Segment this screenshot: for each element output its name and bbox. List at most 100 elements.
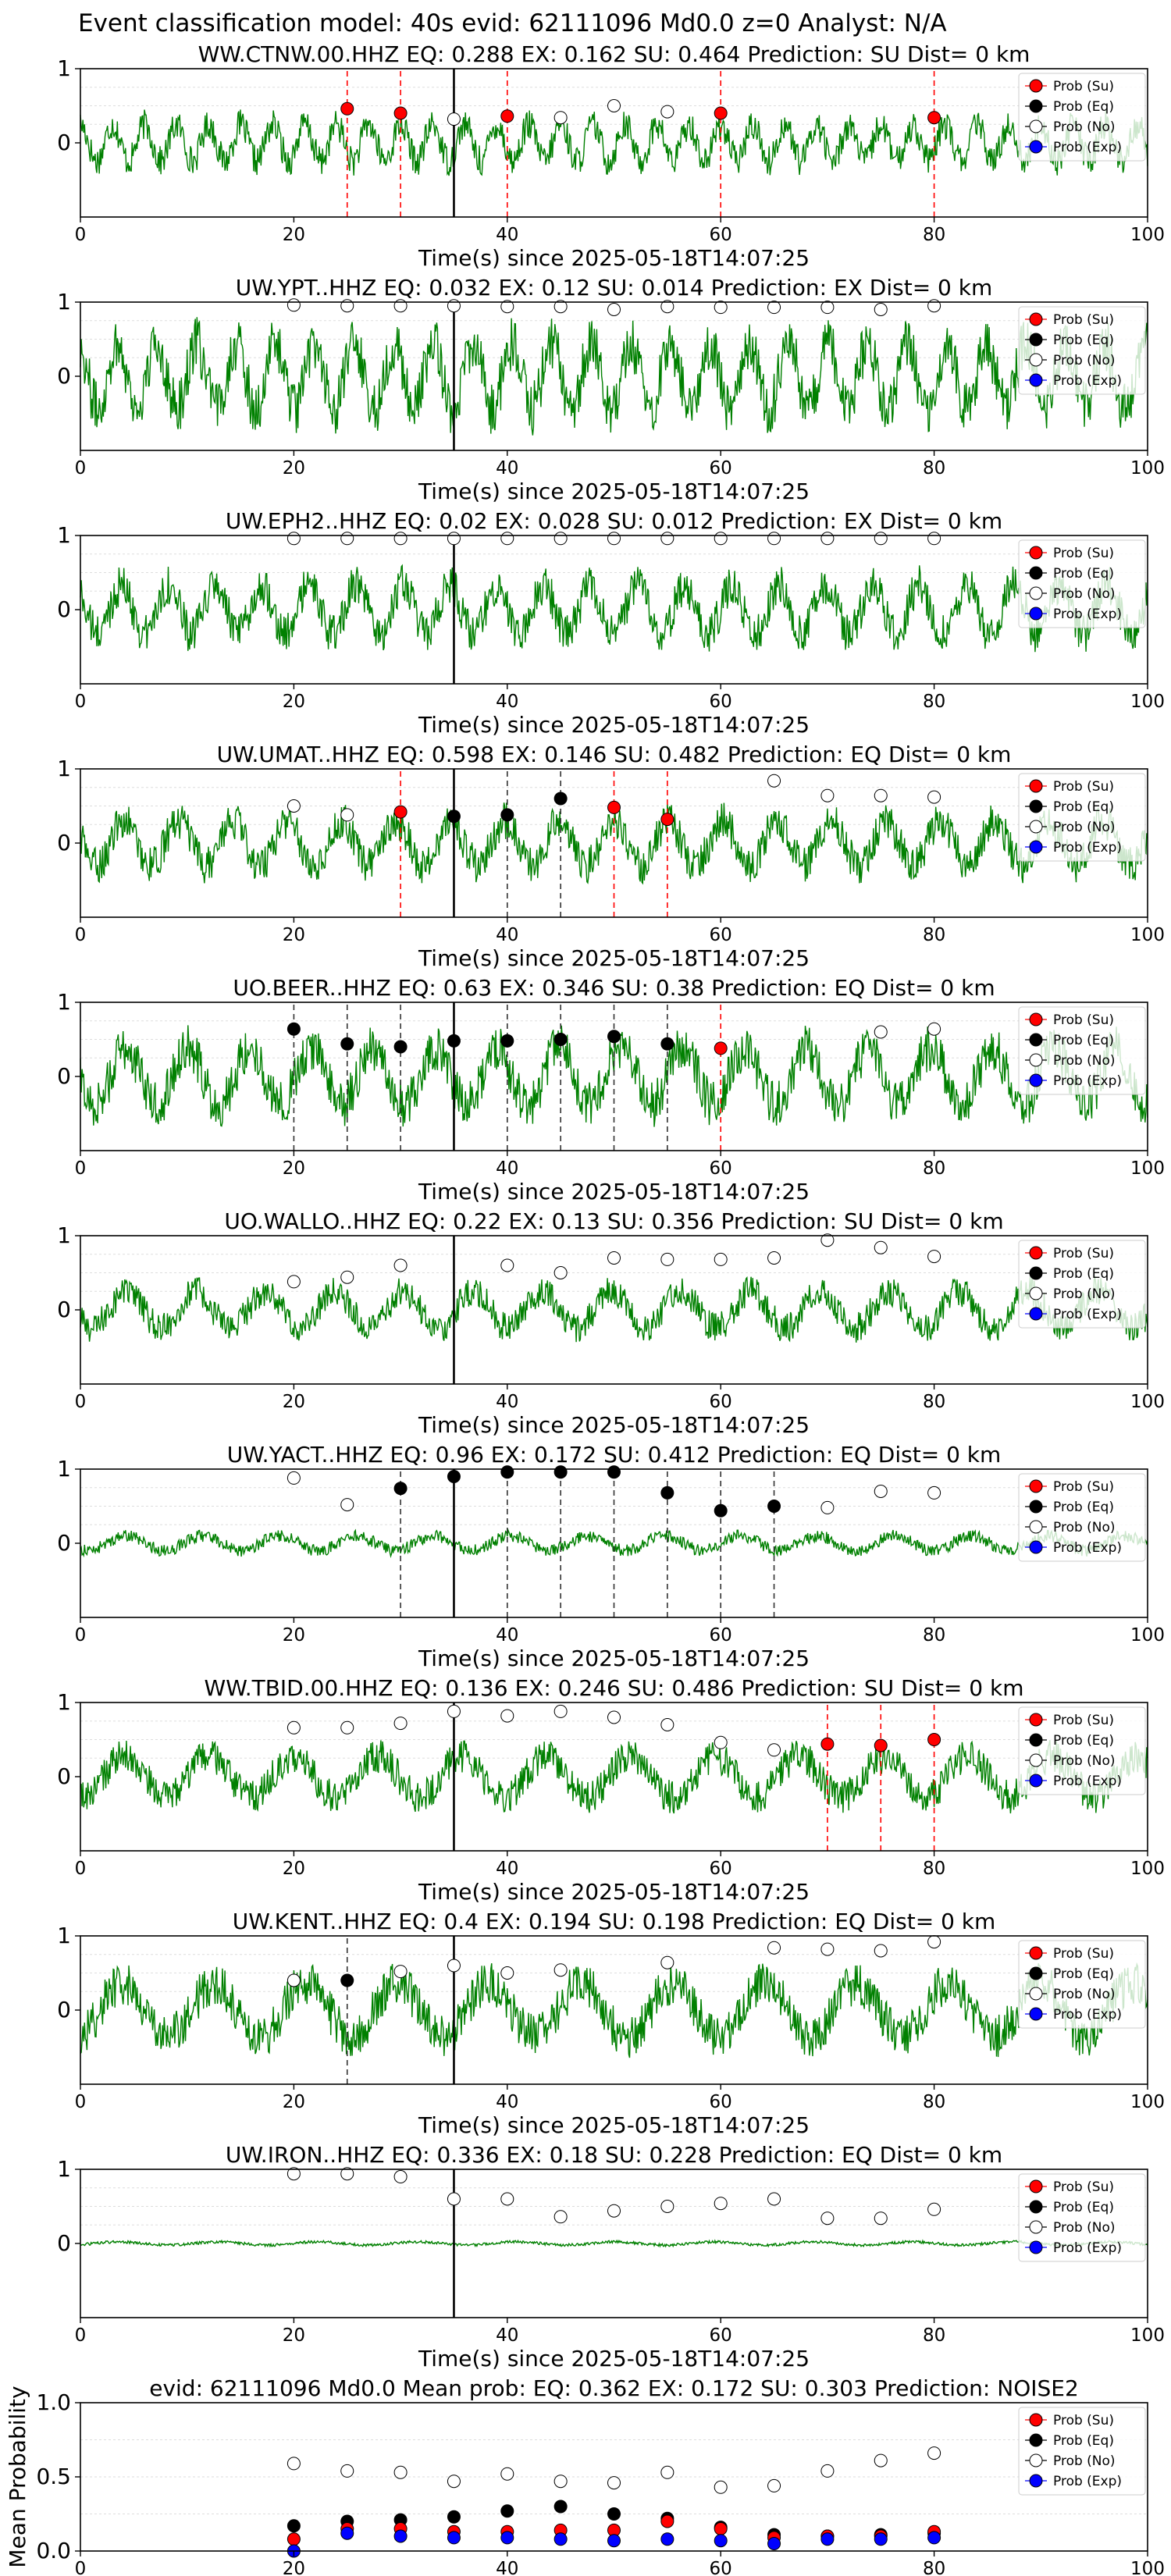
- panel-3-point-7: [660, 532, 674, 546]
- panel-3-legend-box: [1018, 539, 1146, 628]
- panel-6-ytick-label-1: 0: [57, 1297, 71, 1322]
- panel-5-legend-label-su: Prob (Su): [1053, 1012, 1114, 1028]
- panel-10-point-12: [927, 2202, 941, 2216]
- panel-9-xtick-label-5: 100: [1130, 2092, 1165, 2112]
- panel-4-point-5: [553, 792, 568, 806]
- panel-2-legend-marker-eq: [1029, 333, 1043, 347]
- panel-2-xtick-label-0: 0: [75, 458, 87, 479]
- panel-10-legend-marker-exp: [1029, 2240, 1043, 2254]
- panel-5-point-3: [447, 1034, 461, 1048]
- panel-1-xtick-label-1: 20: [283, 225, 305, 245]
- panel-1-point-8: [927, 111, 941, 125]
- panel-10-legend-label-su: Prob (Su): [1053, 2179, 1114, 2195]
- panel-5-point-5: [553, 1033, 568, 1046]
- panel-11-point-no-3: [447, 2475, 461, 2489]
- panel-11-xtick-label-4: 80: [923, 2559, 945, 2576]
- panel-3-xtick-label-5: 100: [1130, 692, 1165, 712]
- panel-2-xlabel: Time(s) since 2025-05-18T14:07:25: [418, 479, 810, 504]
- panel-9-point-1: [340, 1973, 354, 1987]
- panel-1-legend-label-no: Prob (No): [1053, 119, 1116, 135]
- panel-5-legend-marker-no: [1029, 1053, 1043, 1067]
- panel-8-legend-label-su: Prob (Su): [1053, 1713, 1114, 1728]
- panel-1-legend-marker-su: [1029, 79, 1043, 93]
- panel-1-legend-marker-eq: [1029, 99, 1043, 113]
- panel-2-xtick-label-2: 40: [496, 458, 518, 479]
- panel-9-legend-label-eq: Prob (Eq): [1053, 1966, 1114, 1982]
- panel-6-xtick-label-1: 20: [283, 1392, 305, 1412]
- panel-4-xlabel: Time(s) since 2025-05-18T14:07:25: [418, 945, 810, 971]
- panel-5-legend-label-no: Prob (No): [1053, 1053, 1116, 1069]
- panel-4-legend-marker-no: [1029, 820, 1043, 834]
- panel-2-ytick-label-1: 0: [57, 363, 71, 389]
- panel-10-legend-label-no: Prob (No): [1053, 2220, 1116, 2236]
- panel-2-point-0: [287, 298, 301, 312]
- panel-7-xtick-label-2: 40: [496, 1625, 518, 1646]
- panel-8-legend-marker-su: [1029, 1713, 1043, 1727]
- panel-3-point-5: [553, 532, 568, 546]
- panel-10-legend-marker-no: [1029, 2220, 1043, 2234]
- panel-5-legend-label-exp: Prob (Exp): [1053, 1073, 1122, 1089]
- panel-7-point-10: [820, 1500, 835, 1514]
- panel-2-legend-label-no: Prob (No): [1053, 353, 1116, 368]
- panel-6-title: UO.WALLO..HHZ EQ: 0.22 EX: 0.13 SU: 0.35…: [224, 1208, 1003, 1234]
- panel-11-legend-marker-su: [1029, 2413, 1043, 2427]
- panel-11-point-no-11: [874, 2453, 888, 2467]
- panel-11-point-exp-1: [340, 2526, 354, 2540]
- panel-6-point-2: [393, 1258, 408, 1272]
- panel-11-point-no-8: [714, 2480, 728, 2494]
- panel-1-xtick-label-5: 100: [1130, 225, 1165, 245]
- panels: WW.CTNW.00.HHZ EQ: 0.288 EX: 0.162 SU: 0…: [5, 41, 1165, 2576]
- panel-1-point-7: [714, 106, 728, 120]
- panel-7-point-11: [874, 1485, 888, 1498]
- panel-9-xtick-label-2: 40: [496, 2092, 518, 2112]
- panel-6-point-9: [820, 1233, 835, 1247]
- panel-11-point-exp-6: [607, 2534, 621, 2548]
- panel-6-xtick-label-0: 0: [75, 1392, 87, 1412]
- panel-8-xtick-label-0: 0: [75, 1859, 87, 1879]
- panel-3-legend-marker-su: [1029, 546, 1043, 560]
- panel-5-point-8: [714, 1041, 728, 1055]
- panel-6-point-8: [767, 1251, 781, 1265]
- panel-7-ytick-label-0: 1: [57, 1456, 71, 1482]
- panel-9-title: UW.KENT..HHZ EQ: 0.4 EX: 0.194 SU: 0.198…: [233, 1909, 996, 1934]
- panel-11-point-exp-3: [447, 2531, 461, 2545]
- panel-10-point-0: [287, 2167, 301, 2181]
- panel-11-point-exp-2: [393, 2529, 408, 2543]
- panel-2-legend-label-exp: Prob (Exp): [1053, 373, 1122, 389]
- panel-8-legend-marker-exp: [1029, 1774, 1043, 1788]
- panel-7-ytick-label-1: 0: [57, 1530, 71, 1556]
- panel-4-point-10: [874, 788, 888, 802]
- panel-4-legend-box: [1018, 773, 1146, 862]
- panel-1-legend-box: [1018, 73, 1146, 162]
- panel-1-xtick-label-2: 40: [496, 225, 518, 245]
- panel-11-point-eq-6: [607, 2507, 621, 2521]
- panel-10-legend-marker-su: [1029, 2179, 1043, 2194]
- panel-8-xtick-label-2: 40: [496, 1859, 518, 1879]
- panel-4-legend-label-no: Prob (No): [1053, 820, 1116, 835]
- panel-11-legend-marker-no: [1029, 2453, 1043, 2467]
- panel-6-point-1: [340, 1270, 354, 1284]
- panel-2-legend-marker-su: [1029, 312, 1043, 326]
- panel-9-legend-box: [1018, 1940, 1146, 2029]
- panel-5: UO.BEER..HHZ EQ: 0.63 EX: 0.346 SU: 0.38…: [57, 975, 1165, 1204]
- panel-6-xtick-label-3: 60: [710, 1392, 732, 1412]
- panel-5-xtick-label-2: 40: [496, 1158, 518, 1179]
- panel-4-xtick-label-1: 20: [283, 925, 305, 945]
- panel-3-point-12: [927, 532, 941, 546]
- panel-6-waveform: [80, 1276, 1148, 1343]
- panel-2-point-1: [340, 299, 354, 313]
- panel-2-xtick-label-5: 100: [1130, 458, 1165, 479]
- panel-8-xlabel: Time(s) since 2025-05-18T14:07:25: [418, 1879, 810, 1905]
- panel-3-point-6: [607, 532, 621, 546]
- panel-6-ytick-label-0: 1: [57, 1222, 71, 1248]
- panel-3-xtick-label-2: 40: [496, 692, 518, 712]
- panel-2-point-4: [500, 300, 514, 314]
- panel-5-xtick-label-3: 60: [710, 1158, 732, 1179]
- panel-9-point-7: [767, 1941, 781, 1955]
- panel-4-ytick-label-0: 1: [57, 756, 71, 781]
- panel-4: UW.UMAT..HHZ EQ: 0.598 EX: 0.146 SU: 0.4…: [57, 742, 1165, 971]
- panel-4-legend-label-eq: Prob (Eq): [1053, 799, 1114, 815]
- panel-7-legend-label-exp: Prob (Exp): [1053, 1540, 1122, 1556]
- panel-6-legend-label-su: Prob (Su): [1053, 1246, 1114, 1261]
